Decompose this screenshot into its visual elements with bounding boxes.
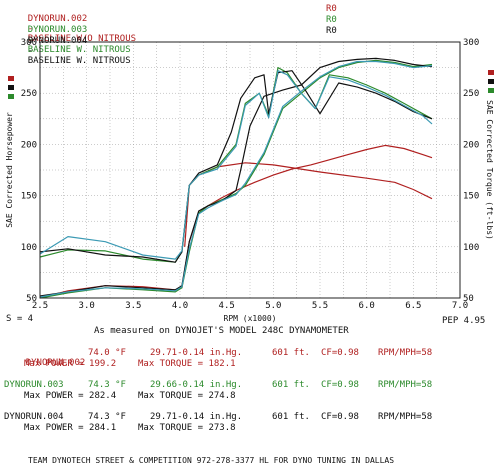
- grid-lines: [39, 41, 461, 299]
- y-tick-label-left: 50: [26, 294, 37, 304]
- run-max-power: Max POWER = 282.4: [24, 391, 117, 401]
- footer-banner: TEAM DYNOTECH STREET & COMPETITION 972-2…: [28, 456, 395, 465]
- legend-sep: -: [27, 24, 34, 34]
- series-line-torque: [39, 66, 433, 263]
- run-id: DYNORUN.003: [4, 380, 64, 390]
- run-baro: 29.71-0.14 in.Hg.: [150, 412, 243, 422]
- ylabel-left: SAE Corrected Horsepower: [5, 112, 14, 228]
- plot-frame: [39, 41, 461, 299]
- y-tick-label-right: 150: [463, 192, 479, 202]
- run-baro: 29.71-0.14 in.Hg.: [150, 348, 243, 358]
- run-temp: 74.3 °F: [88, 380, 126, 390]
- y-tick-label-right: 50: [463, 294, 474, 304]
- run-alt: 601 ft.: [272, 348, 310, 358]
- swatch-right-black: [488, 79, 494, 84]
- run-info-line1: DYNORUN.002: [4, 348, 86, 378]
- run-max-power: Max POWER = 199.2: [24, 359, 117, 369]
- xlabel: RPM (x1000): [224, 314, 277, 323]
- legend-desc: BASELINE W/O NITROUS: [27, 34, 137, 44]
- run-max-torque: Max TORQUE = 274.8: [138, 391, 236, 401]
- swatch-left-red: [8, 76, 14, 81]
- legend-sep: -: [27, 46, 34, 56]
- x-tick-label: 6.5: [405, 301, 421, 311]
- run-alt: 601 ft.: [272, 412, 310, 422]
- swatch-left-black: [8, 85, 14, 90]
- legend-desc: BASELINE W. NITROUS: [27, 45, 131, 55]
- legend-sep: -: [27, 35, 34, 45]
- y-tick-label-left: 250: [21, 89, 37, 99]
- x-tick-label: 6.0: [359, 301, 375, 311]
- run-max-power: Max POWER = 284.1: [24, 423, 117, 433]
- run-max-torque: Max TORQUE = 273.8: [138, 423, 236, 433]
- series-line-torque: [184, 162, 433, 247]
- y-tick-label-right: 200: [463, 140, 479, 150]
- run-id: DYNORUN.004: [4, 412, 64, 422]
- run-cf: CF=0.98: [321, 412, 359, 422]
- run-max-torque: Max TORQUE = 182.1: [138, 359, 236, 369]
- y-tick-label-left: 300: [21, 38, 37, 48]
- series-line-horsepower: [39, 57, 433, 297]
- x-tick-label: 4.0: [172, 301, 188, 311]
- x-tick-label: 3.0: [79, 301, 95, 311]
- ylabel-right: SAE Corrected Torque (ft-lbs): [485, 100, 494, 240]
- x-tick-label: 7.0: [452, 301, 468, 311]
- legend-row-002: DYNORUN.002 - BASELINE W/O NITROUS: [6, 4, 136, 54]
- swatch-left-green: [8, 94, 14, 99]
- y-tick-label-right: 300: [463, 38, 479, 48]
- measured-label: As measured on DYNOJET'S MODEL 248C DYNA…: [94, 326, 349, 336]
- pep-label: PEP 4.95: [442, 316, 486, 326]
- x-tick-label: 5.5: [312, 301, 328, 311]
- legend-code-004: R0: [326, 26, 337, 36]
- run-baro: 29.66-0.14 in.Hg.: [150, 380, 243, 390]
- run-temp: 74.0 °F: [88, 348, 126, 358]
- swatch-right-green: [488, 88, 494, 93]
- legend-code-002: R0: [326, 4, 337, 14]
- run-temp: 74.3 °F: [88, 412, 126, 422]
- x-tick-label: 3.5: [125, 301, 141, 311]
- y-tick-label-left: 150: [21, 192, 37, 202]
- run-ratio: RPM/MPH=58: [378, 412, 433, 422]
- x-tick-label: 4.5: [219, 301, 235, 311]
- y-tick-label-right: 250: [463, 89, 479, 99]
- series-line-horsepower: [39, 144, 433, 299]
- curves: [39, 57, 433, 299]
- legend-code-003: R0: [326, 15, 337, 25]
- run-cf: CF=0.98: [321, 380, 359, 390]
- smoothing-label: S = 4: [6, 314, 34, 324]
- series-line-torque: [39, 70, 433, 263]
- swatch-right-red: [488, 70, 494, 75]
- legend-desc: BASELINE W. NITROUS: [27, 56, 131, 66]
- legend-run-id: DYNORUN.004: [27, 36, 88, 46]
- run-id: DYNORUN.002: [25, 358, 86, 368]
- legend-run-id: DYNORUN.002: [27, 14, 88, 24]
- x-tick-label: 2.5: [32, 301, 48, 311]
- y-tick-label-left: 100: [21, 243, 37, 253]
- run-cf: CF=0.98: [321, 348, 359, 358]
- y-tick-label-right: 100: [463, 243, 479, 253]
- run-ratio: RPM/MPH=58: [378, 348, 433, 358]
- y-tick-label-left: 200: [21, 140, 37, 150]
- run-alt: 601 ft.: [272, 380, 310, 390]
- series-line-torque: [39, 70, 433, 260]
- legend-row-003: DYNORUN.003 - BASELINE W. NITROUS: [6, 15, 131, 65]
- x-tick-label: 5.0: [265, 301, 281, 311]
- legend-row-004: DYNORUN.004 - BASELINE W. NITROUS: [6, 26, 131, 76]
- series-line-horsepower: [39, 60, 433, 298]
- run-ratio: RPM/MPH=58: [378, 380, 433, 390]
- legend-run-id: DYNORUN.003: [27, 25, 88, 35]
